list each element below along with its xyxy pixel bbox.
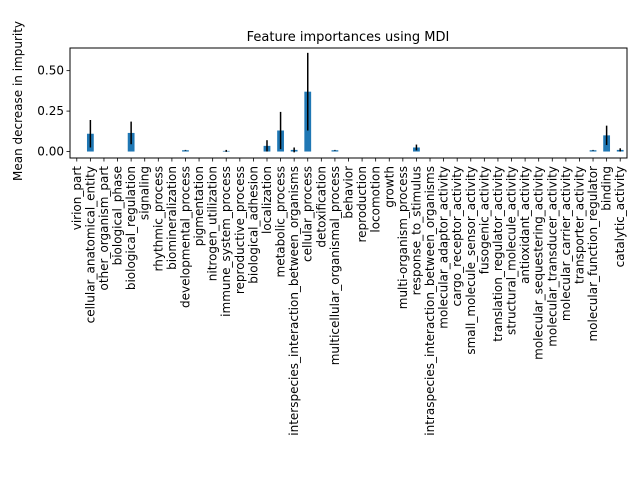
x-tick-label: molecular_carrier_activity	[559, 166, 573, 321]
x-tick-label: immune_system_process	[219, 166, 233, 317]
x-tick-label: intraspecies_interaction_between_organis…	[423, 166, 437, 436]
x-tick-label: cellular_process	[301, 166, 315, 262]
x-tick-label: pigmentation	[192, 166, 206, 246]
x-tick-label: structural_molecule_activity	[505, 166, 519, 335]
chart-title: Feature importances using MDI	[247, 30, 450, 45]
x-tick-label: developmental_process	[178, 166, 192, 308]
x-tick-label: growth	[382, 166, 396, 208]
x-tick-label: multicellular_organismal_process	[328, 166, 342, 365]
x-tick-label: biological_adhesion	[246, 166, 260, 284]
x-tick-label: detoxification	[314, 166, 328, 248]
bar	[331, 150, 339, 152]
x-tick-label: other_organism_part	[97, 166, 111, 291]
x-tick-label: fusogenic_activity	[477, 166, 491, 274]
x-tick-label: cellular_anatomical_entity	[83, 166, 97, 323]
x-tick-label: localization	[260, 166, 274, 234]
plot-frame	[69, 47, 628, 159]
x-tick-label: biological_regulation	[124, 166, 138, 290]
bar	[182, 150, 189, 152]
x-tick-label: interspecies_interaction_between_organis…	[287, 166, 301, 436]
x-tick-label: molecular_function_regulator	[586, 166, 600, 342]
bar	[589, 150, 597, 152]
error-bars-layer	[89, 52, 621, 153]
x-tick-label: biomineralization	[165, 166, 179, 270]
x-tick-label: behavior	[342, 166, 356, 219]
x-tick-label: molecular_adaptor_activity	[437, 166, 451, 329]
x-tick-label: molecular_sequestering_activity	[532, 166, 546, 360]
x-tick-label: nitrogen_utilization	[206, 166, 220, 281]
x-tick-label: cargo_receptor_activity	[450, 166, 464, 307]
x-tick-label: reproduction	[355, 166, 369, 243]
x-tick-label: small_molecule_sensor_activity	[464, 166, 478, 355]
x-axis-ticks: virion_part cellular_anatomical_entity oth…	[70, 158, 627, 436]
x-tick-label: locomotion	[369, 166, 383, 233]
y-axis-ticks: 0.00 0.25 0.50	[37, 64, 70, 159]
x-tick-label: translation_regulator_activity	[491, 166, 505, 342]
y-tick-label: 0.25	[37, 104, 64, 118]
x-tick-label: reproductive_process	[233, 166, 247, 294]
x-tick-label: antioxidant_activity	[518, 166, 532, 284]
y-tick-label: 0.00	[37, 145, 64, 159]
x-tick-label: rhythmic_process	[151, 166, 165, 271]
x-tick-label: biological_phase	[111, 166, 125, 265]
x-tick-label: metabolic_process	[274, 166, 288, 277]
x-tick-label: response_to_stimulus	[409, 166, 423, 295]
x-tick-label: multi-organism_process	[396, 166, 410, 309]
x-tick-label: catalytic_activity	[613, 166, 627, 267]
x-tick-label: binding	[600, 166, 614, 211]
x-tick-label: virion_part	[70, 166, 84, 231]
x-tick-label: signaling	[138, 166, 152, 220]
y-tick-label: 0.50	[37, 64, 64, 78]
y-axis-label: Mean decrease in impurity	[11, 21, 25, 181]
bars-layer	[86, 91, 624, 152]
x-tick-label: molecular_transducer_activity	[545, 166, 559, 347]
x-tick-label: transporter_activity	[572, 166, 586, 284]
